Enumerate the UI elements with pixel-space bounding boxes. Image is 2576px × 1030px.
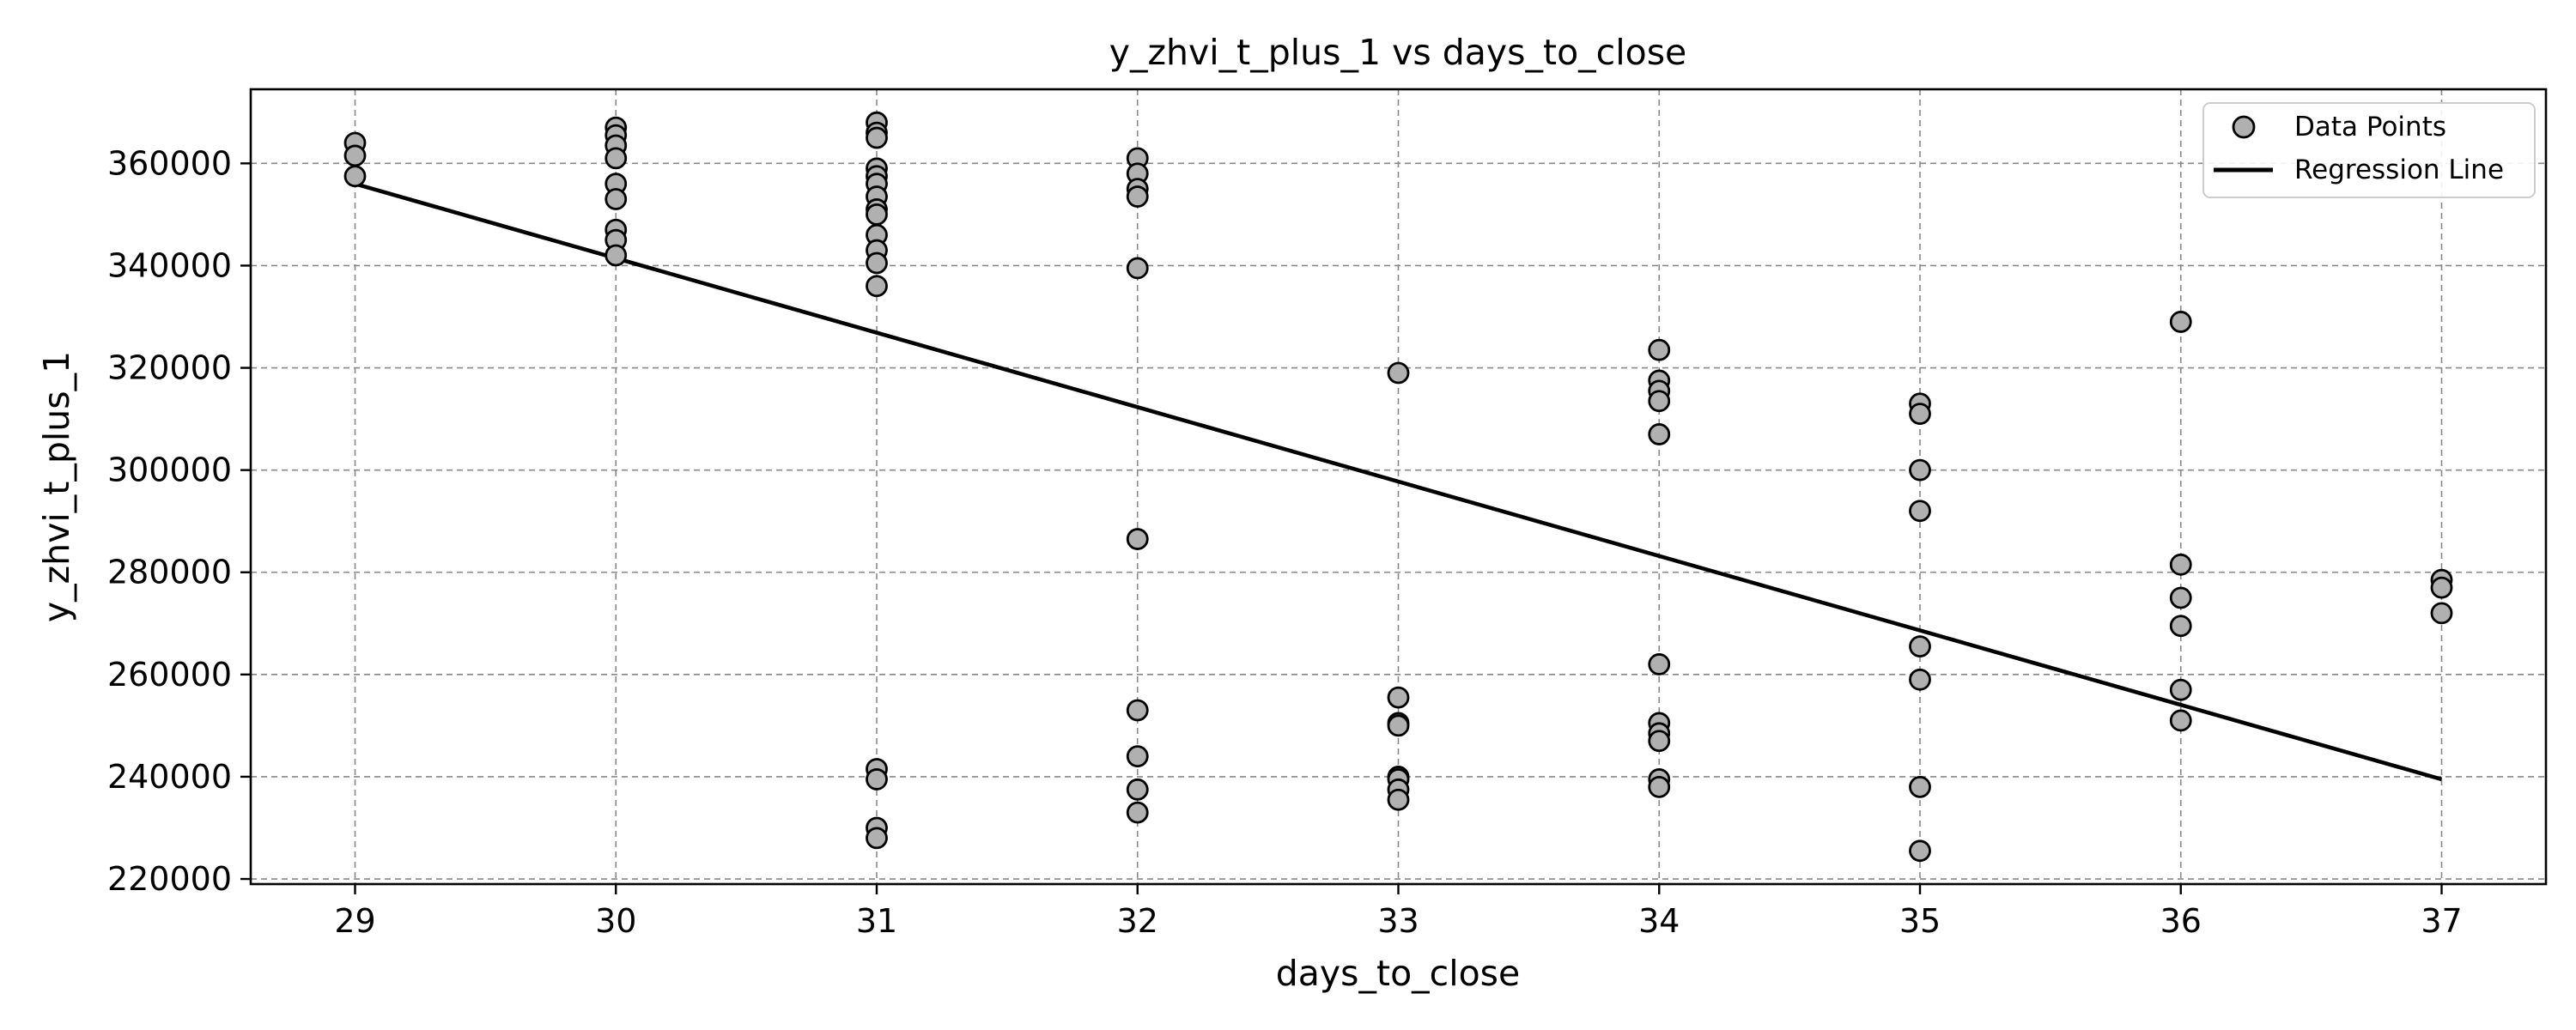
data-point: [866, 768, 888, 791]
legend-label-data-points: Data Points: [2294, 112, 2446, 142]
y-tick-label: 220000: [107, 860, 232, 898]
data-point: [866, 126, 888, 149]
data-point: [1387, 361, 1410, 385]
y-tick-label: 360000: [107, 144, 232, 182]
data-point: [2169, 311, 2192, 333]
x-tick-label: 37: [2421, 902, 2462, 940]
data-point: [1126, 185, 1149, 208]
data-point: [605, 188, 628, 210]
data-point: [2169, 586, 2192, 609]
chart-title: y_zhvi_t_plus_1 vs days_to_close: [1109, 32, 1687, 73]
data-point: [1909, 458, 1931, 482]
x-tick-label: 36: [2160, 902, 2202, 940]
y-tick-label: 320000: [107, 349, 232, 387]
data-point: [2430, 602, 2453, 625]
x-axis-ticks: 29 30 31 32 33 34 35 36 37: [334, 884, 2463, 940]
data-point: [866, 827, 888, 850]
y-axis-ticks: 220000 240000 260000 280000 300000 320000 3400…: [107, 144, 251, 898]
data-point: [1648, 423, 1671, 445]
data-point: [866, 203, 888, 226]
data-point: [2169, 615, 2192, 638]
data-point: [1909, 500, 1931, 523]
data-point: [1126, 257, 1149, 280]
data-point: [2169, 553, 2192, 576]
legend-marker-data-points: [2232, 115, 2256, 139]
x-tick-label: 32: [1117, 902, 1158, 940]
data-point: [2169, 678, 2192, 701]
data-point: [1648, 338, 1671, 361]
data-point: [1909, 775, 1931, 798]
data-point: [1387, 788, 1410, 811]
legend-label-regression-line: Regression Line: [2294, 154, 2504, 185]
data-point: [1909, 635, 1931, 657]
data-point: [1648, 653, 1671, 676]
data-point: [1126, 745, 1149, 768]
data-point: [1648, 775, 1671, 798]
data-point: [343, 144, 367, 167]
data-point: [1126, 699, 1149, 722]
y-tick-label: 260000: [107, 656, 232, 694]
legend-frame: [2202, 102, 2536, 198]
data-point: [1648, 730, 1671, 753]
regression-layer: [354, 181, 2443, 782]
x-tick-label: 29: [334, 902, 375, 940]
y-tick-label: 240000: [107, 758, 232, 796]
data-point: [1387, 686, 1410, 709]
x-axis-title: days_to_close: [1276, 953, 1521, 994]
data-point: [2169, 709, 2192, 732]
data-point: [1126, 528, 1149, 550]
x-tick-label: 33: [1377, 902, 1419, 940]
y-tick-label: 300000: [107, 451, 232, 489]
data-point: [343, 165, 367, 188]
data-point: [1126, 801, 1149, 824]
data-point: [1909, 668, 1931, 691]
data-point: [1909, 839, 1931, 863]
data-point: [866, 275, 888, 298]
x-tick-label: 30: [595, 902, 636, 940]
data-point: [605, 244, 628, 267]
data-points-layer: [343, 111, 2453, 863]
x-tick-label: 34: [1638, 902, 1680, 940]
data-point: [605, 147, 628, 170]
data-point: [1648, 390, 1671, 413]
y-axis-title: y_zhvi_t_plus_1: [36, 351, 77, 622]
y-tick-label: 340000: [107, 246, 232, 284]
regression-line: [354, 181, 2443, 782]
x-tick-label: 31: [856, 902, 897, 940]
data-point: [1387, 714, 1410, 737]
y-tick-label: 280000: [107, 554, 232, 591]
data-point: [1126, 778, 1149, 801]
x-tick-label: 35: [1899, 902, 1941, 940]
data-point: [2430, 576, 2453, 599]
data-point: [1909, 403, 1931, 426]
legend: Data Points Regression Line: [2202, 102, 2536, 198]
data-point: [866, 251, 888, 275]
